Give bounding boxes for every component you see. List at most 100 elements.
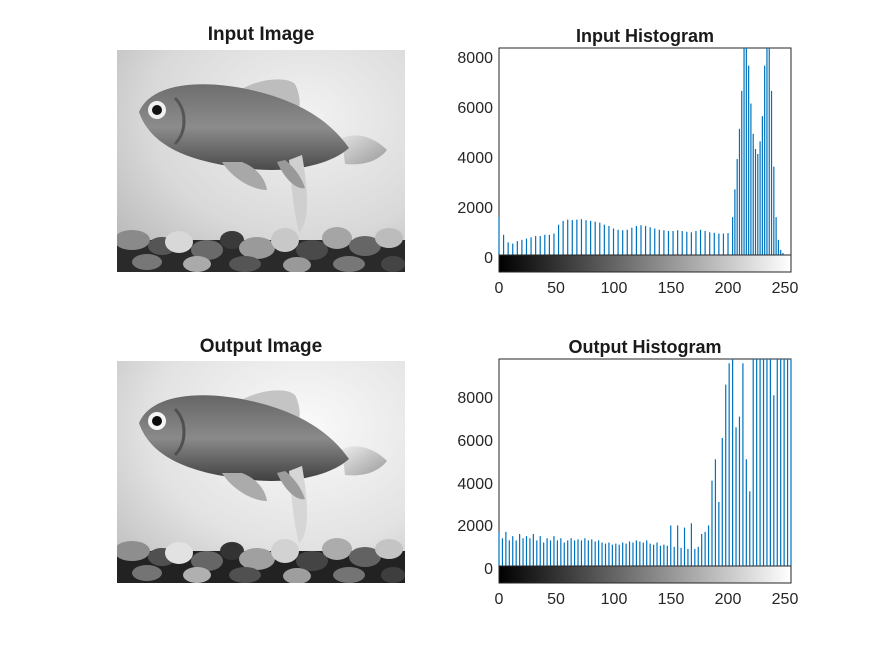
- input-xtick-150: 150: [658, 280, 685, 297]
- histogram-bar: [713, 232, 715, 255]
- output-ytick-0: 0: [484, 561, 493, 578]
- input-ytick-8000: 8000: [457, 50, 493, 67]
- input-histogram-bars: [498, 48, 784, 255]
- histogram-bar: [735, 427, 737, 566]
- histogram-bar: [576, 219, 578, 255]
- histogram-bar: [721, 437, 723, 566]
- histogram-bar: [742, 363, 744, 566]
- histogram-bar: [754, 148, 757, 255]
- output-histogram-title: Output Histogram: [569, 337, 722, 357]
- histogram-bar: [677, 525, 679, 566]
- histogram-bar: [704, 531, 706, 566]
- histogram-bar: [521, 239, 523, 255]
- tail-fin: [342, 446, 387, 476]
- histogram-bar: [632, 542, 634, 566]
- histogram-bar: [672, 231, 674, 255]
- histogram-bar: [598, 540, 600, 566]
- fish-gill: [173, 96, 186, 146]
- pelvic-fin: [222, 162, 267, 190]
- histogram-bar: [663, 230, 665, 255]
- histogram-bar: [776, 359, 778, 566]
- input-ytick-6000: 6000: [457, 100, 493, 117]
- histogram-bar: [752, 359, 754, 566]
- input-goldfish-photo: [117, 50, 405, 272]
- histogram-bar: [748, 65, 750, 255]
- histogram-bar: [498, 217, 500, 255]
- histogram-bar: [599, 222, 601, 255]
- histogram-bar: [573, 540, 576, 566]
- histogram-bar: [522, 538, 524, 566]
- histogram-bar: [546, 538, 548, 566]
- histogram-bar: [780, 249, 782, 255]
- input-xtick-250: 250: [772, 280, 799, 297]
- histogram-bar: [766, 48, 768, 255]
- histogram-bar: [738, 416, 741, 566]
- histogram-bar: [505, 531, 507, 566]
- histogram-bar: [535, 236, 537, 255]
- histogram-bar: [745, 48, 747, 255]
- input-histogram-axes: [498, 47, 792, 256]
- histogram-bar: [670, 525, 672, 566]
- histogram-bar: [644, 225, 647, 255]
- histogram-bar: [615, 543, 617, 566]
- histogram-bar: [625, 543, 627, 566]
- histogram-bar: [587, 540, 589, 566]
- histogram-bar: [750, 103, 752, 255]
- histogram-bar: [507, 242, 509, 255]
- histogram-bar: [536, 540, 538, 566]
- histogram-bar: [594, 221, 596, 255]
- histogram-bar: [752, 133, 754, 255]
- input-xtick-200: 200: [715, 280, 742, 297]
- histogram-bar: [549, 540, 552, 566]
- histogram-bar: [612, 228, 615, 255]
- histogram-bar: [649, 543, 651, 566]
- output-xtick-150: 150: [658, 591, 685, 608]
- histogram-bar: [773, 166, 775, 255]
- anal-fin-2: [277, 160, 305, 189]
- fish-pupil: [152, 105, 162, 115]
- histogram-bar: [512, 243, 514, 255]
- input-image: [117, 50, 405, 272]
- output-xtick-250: 250: [772, 591, 799, 608]
- histogram-bar: [738, 128, 741, 255]
- histogram-bar: [727, 233, 729, 255]
- histogram-bar: [584, 538, 586, 566]
- histogram-bar: [603, 224, 605, 255]
- histogram-bar: [741, 90, 743, 255]
- histogram-bar: [553, 536, 555, 566]
- histogram-bar: [639, 541, 641, 566]
- histogram-bar: [777, 239, 779, 255]
- histogram-bar: [666, 545, 668, 566]
- histogram-bar: [709, 232, 711, 255]
- histogram-bar: [635, 225, 638, 255]
- input-ytick-0: 0: [484, 250, 493, 267]
- histogram-bar: [642, 542, 644, 566]
- histogram-bar: [577, 539, 579, 566]
- gravel: [117, 538, 405, 583]
- histogram-bar: [622, 230, 624, 255]
- histogram-bar: [580, 219, 583, 255]
- output-xtick-50: 50: [547, 591, 565, 608]
- histogram-bar: [502, 234, 505, 255]
- histogram-bar: [656, 542, 658, 566]
- gravel: [117, 227, 405, 272]
- histogram-bar: [532, 533, 534, 566]
- histogram-bar: [756, 359, 758, 566]
- histogram-bar: [516, 241, 518, 255]
- histogram-bar: [704, 231, 706, 255]
- histogram-bar: [611, 544, 613, 566]
- histogram-bar: [759, 359, 761, 566]
- histogram-bar: [687, 548, 689, 566]
- histogram-bar: [690, 523, 692, 566]
- histogram-bar: [571, 220, 573, 255]
- histogram-bar: [618, 544, 620, 566]
- histogram-bar: [501, 538, 504, 566]
- histogram-bar: [539, 536, 541, 566]
- input-ytick-2000: 2000: [457, 200, 493, 217]
- histogram-bar: [512, 536, 514, 566]
- histogram-bar: [631, 227, 633, 255]
- histogram-bar: [508, 540, 510, 566]
- histogram-bar: [732, 217, 734, 255]
- histogram-bar: [525, 238, 528, 255]
- histogram-bar: [732, 359, 734, 566]
